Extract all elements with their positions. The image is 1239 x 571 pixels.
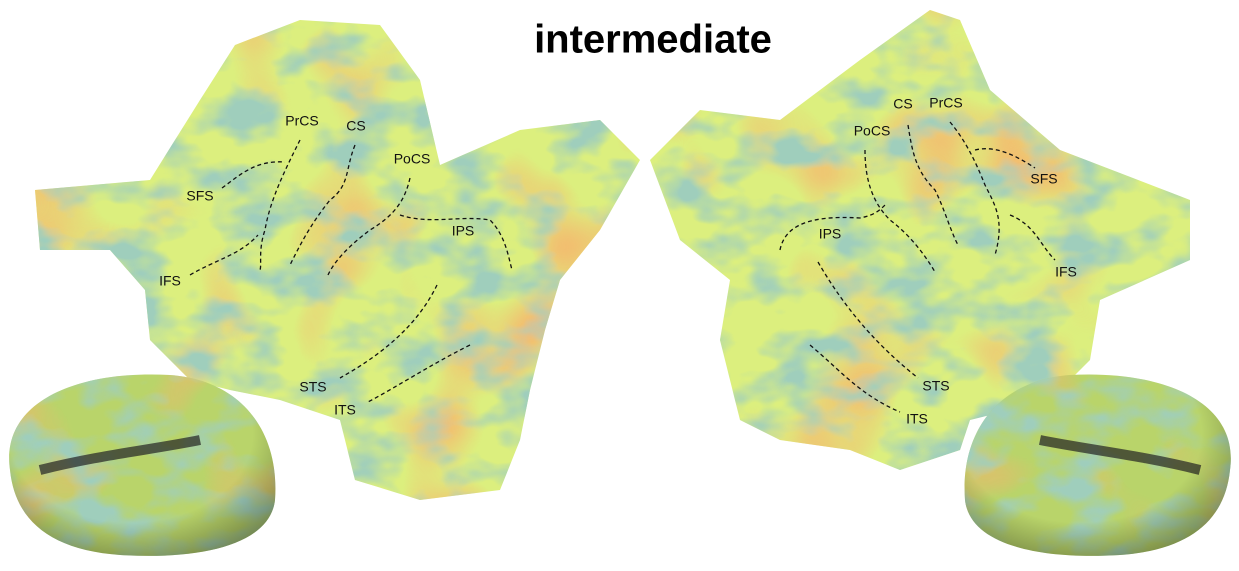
sulcus-label: PoCS — [854, 123, 891, 139]
sulcus-label: SFS — [1030, 171, 1057, 187]
sulcus-label: STS — [299, 379, 326, 395]
sulcus-label: CS — [893, 96, 912, 112]
sulcus-label: IPS — [452, 223, 475, 239]
figure: intermediate PrCS CS PoCS SFS IPS IFS ST… — [0, 0, 1239, 571]
sulcus-label: IPS — [819, 226, 842, 242]
sulcus-label: ITS — [906, 411, 928, 427]
sulcus-label: SFS — [186, 188, 213, 204]
sulcus-label: PoCS — [394, 151, 431, 167]
sulcus-label: PrCS — [929, 95, 962, 111]
sulcus-label: IFS — [1055, 264, 1077, 280]
sulcus-label: STS — [922, 378, 949, 394]
title: intermediate — [534, 18, 772, 62]
sulcus-label: CS — [346, 118, 365, 134]
sulcus-label: ITS — [334, 402, 356, 418]
sulcus-label: IFS — [159, 273, 181, 289]
sulcus-label: PrCS — [285, 113, 318, 129]
